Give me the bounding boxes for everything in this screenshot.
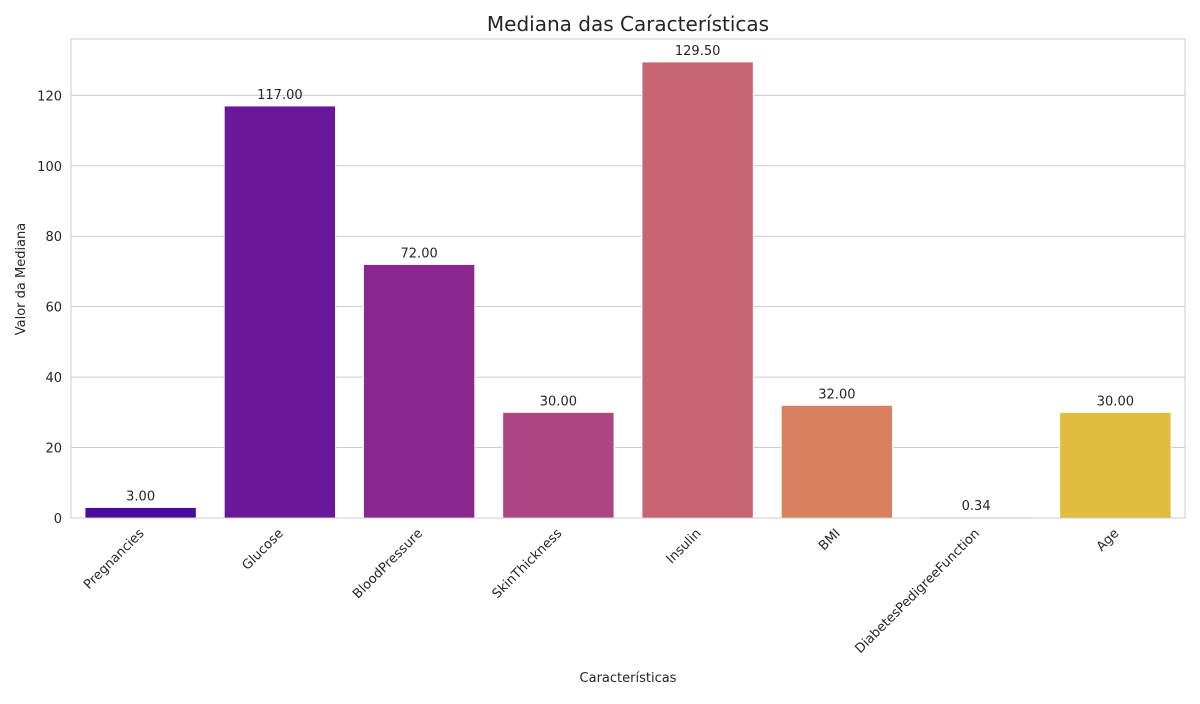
data-label: 129.50 <box>675 44 721 59</box>
data-label: 3.00 <box>126 489 155 504</box>
x-tick-label: SkinThickness <box>490 526 566 602</box>
ticks-layer: 0 20 40 60 80 100 120 Pregnancies Glucose BloodPr… <box>37 89 1122 656</box>
y-tick-label: 80 <box>45 230 62 245</box>
bar-insulin <box>641 61 754 519</box>
y-tick-label: 100 <box>37 160 62 175</box>
bar-bmi <box>780 404 894 519</box>
y-tick-label: 0 <box>54 512 62 527</box>
x-tick-label: Age <box>1094 526 1122 554</box>
data-label: 30.00 <box>1097 394 1134 409</box>
x-tick-label: Glucose <box>239 526 286 573</box>
data-labels-layer: 3.00 117.00 72.00 30.00 129.50 32.00 0.34 30.00 <box>126 44 1134 514</box>
x-axis-label: Características <box>580 671 677 686</box>
data-label: 0.34 <box>962 499 991 514</box>
y-axis-label: Valor da Mediana <box>14 223 29 336</box>
plot-frame <box>70 38 1186 519</box>
bar-age <box>1059 411 1172 519</box>
x-tick-label: DiabetesPedigreeFunction <box>852 526 982 656</box>
x-tick-label: BMI <box>816 526 844 554</box>
y-tick-label: 40 <box>45 371 62 386</box>
data-label: 117.00 <box>257 88 303 103</box>
bar-bloodpressure <box>362 263 476 519</box>
x-tick-label: Insulin <box>664 526 705 567</box>
data-label: 30.00 <box>540 394 577 409</box>
bar-pregnancies <box>84 506 197 519</box>
y-tick-label: 60 <box>45 301 62 316</box>
bar-skinthickness <box>502 411 615 519</box>
y-tick-label: 120 <box>37 89 62 104</box>
bars-layer <box>84 61 1172 519</box>
x-tick-label: BloodPressure <box>350 526 426 602</box>
chart-title: Mediana das Características <box>487 12 769 36</box>
data-label: 32.00 <box>818 387 855 402</box>
x-tick-label: Pregnancies <box>81 526 148 593</box>
bar-glucose <box>223 105 337 519</box>
data-label: 72.00 <box>401 246 438 261</box>
y-tick-label: 20 <box>45 442 62 457</box>
